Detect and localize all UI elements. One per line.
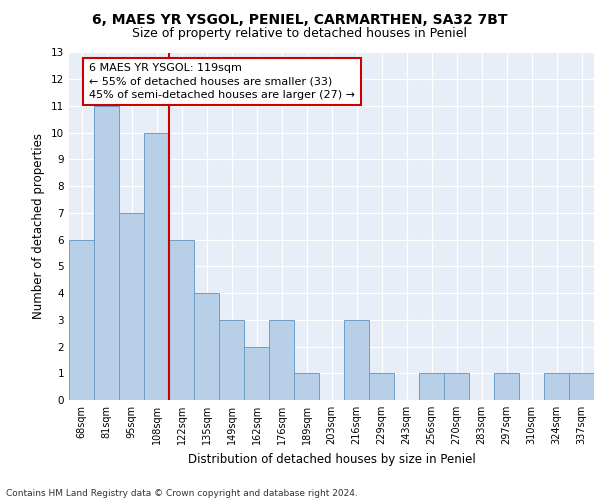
- Bar: [169, 240, 194, 400]
- Bar: [194, 293, 219, 400]
- Text: 6, MAES YR YSGOL, PENIEL, CARMARTHEN, SA32 7BT: 6, MAES YR YSGOL, PENIEL, CARMARTHEN, SA…: [92, 12, 508, 26]
- Bar: [444, 374, 469, 400]
- Bar: [269, 320, 294, 400]
- Bar: [494, 374, 519, 400]
- Bar: [569, 374, 594, 400]
- Bar: [94, 106, 119, 400]
- Bar: [219, 320, 244, 400]
- Bar: [419, 374, 444, 400]
- Bar: [244, 346, 269, 400]
- Y-axis label: Number of detached properties: Number of detached properties: [32, 133, 46, 320]
- Bar: [294, 374, 319, 400]
- Text: 6 MAES YR YSGOL: 119sqm
← 55% of detached houses are smaller (33)
45% of semi-de: 6 MAES YR YSGOL: 119sqm ← 55% of detache…: [89, 63, 355, 100]
- Bar: [369, 374, 394, 400]
- Bar: [344, 320, 369, 400]
- X-axis label: Distribution of detached houses by size in Peniel: Distribution of detached houses by size …: [188, 452, 475, 466]
- Bar: [144, 132, 169, 400]
- Text: Contains HM Land Registry data © Crown copyright and database right 2024.: Contains HM Land Registry data © Crown c…: [6, 488, 358, 498]
- Text: Size of property relative to detached houses in Peniel: Size of property relative to detached ho…: [133, 28, 467, 40]
- Bar: [69, 240, 94, 400]
- Bar: [544, 374, 569, 400]
- Bar: [119, 213, 144, 400]
